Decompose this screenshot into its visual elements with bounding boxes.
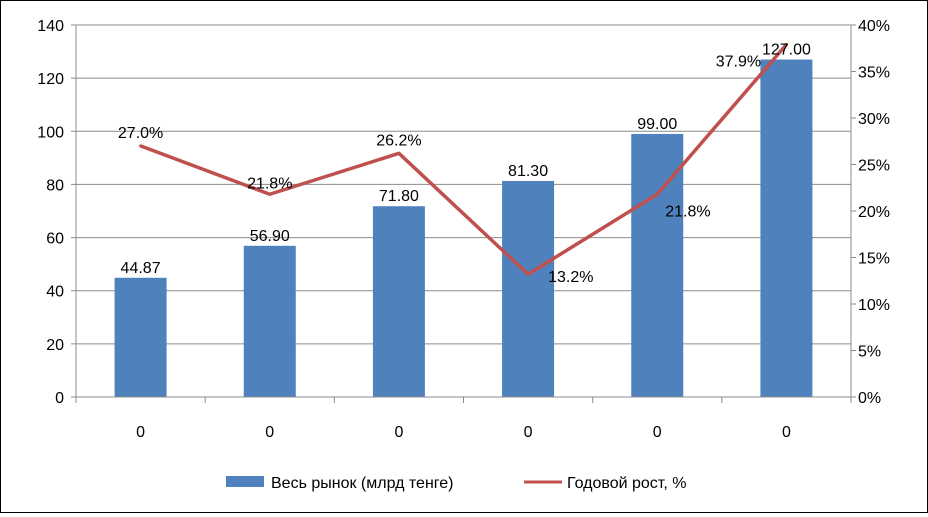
left-axis-tick-label: 120 — [37, 71, 64, 88]
bar-value-label: 44.87 — [121, 260, 161, 277]
growth-point — [784, 43, 788, 47]
left-axis-tick-label: 100 — [37, 124, 64, 141]
right-axis-tick-label: 5% — [858, 344, 881, 361]
right-axis-tick-label: 30% — [858, 111, 890, 128]
bar-value-label: 56.90 — [250, 228, 290, 245]
x-axis-tick-label: 0 — [136, 424, 145, 441]
growth-point — [526, 272, 530, 276]
bar — [502, 180, 555, 397]
bar-value-label: 81.30 — [508, 163, 548, 180]
x-axis-tick-label: 0 — [782, 424, 791, 441]
line-series — [139, 43, 788, 276]
bar-value-label: 71.80 — [379, 188, 419, 205]
x-axis-tick-label: 0 — [653, 424, 662, 441]
bar — [114, 277, 167, 397]
gridlines — [76, 24, 851, 345]
right-axis-tick-label: 35% — [858, 65, 890, 82]
growth-value-label: 37.9% — [716, 54, 761, 71]
left-axis-tick-label: 80 — [46, 177, 64, 194]
right-axis-tick-label: 0% — [858, 390, 881, 407]
right-axis-tick-label: 20% — [858, 204, 890, 221]
growth-value-label: 13.2% — [548, 269, 593, 286]
left-axis-tick-label: 20 — [46, 337, 64, 354]
bar-series — [114, 59, 813, 398]
x-axis-tick-label: 0 — [524, 424, 533, 441]
growth-value-label: 21.8% — [247, 175, 292, 192]
legend-label-line: Годовой рост, % — [567, 475, 686, 492]
legend-label-bar: Весь рынок (млрд тенге) — [271, 475, 454, 492]
growth-value-label: 21.8% — [665, 203, 710, 220]
bar-value-label: 127.00 — [762, 42, 811, 59]
right-axis-tick-label: 10% — [858, 297, 890, 314]
bar — [372, 206, 425, 397]
growth-point — [397, 151, 401, 155]
right-axis-tick-label: 15% — [858, 251, 890, 268]
legend: Весь рынок (млрд тенге) Годовой рост, % — [226, 475, 686, 492]
x-axis-ticks: 0 0 0 0 0 0 — [136, 424, 791, 441]
bar — [243, 245, 296, 397]
growth-point — [655, 192, 659, 196]
bar — [760, 59, 813, 398]
data-labels: 44.87 56.90 71.80 81.30 99.00 127.00 27.0% 21.8… — [118, 42, 811, 287]
growth-line — [139, 43, 788, 276]
right-axis-ticks: 0% 5% 10% 15% 20% 25% 30% 35% 40% — [858, 18, 890, 407]
left-axis-tick-label: 140 — [37, 18, 64, 35]
axes — [71, 24, 856, 403]
growth-point — [139, 144, 143, 148]
left-axis-tick-label: 40 — [46, 284, 64, 301]
x-axis-tick-label: 0 — [394, 424, 403, 441]
right-axis-tick-label: 40% — [858, 18, 890, 35]
growth-value-label: 26.2% — [376, 132, 421, 149]
legend-swatch-bar — [226, 476, 264, 487]
left-axis-ticks: 0 20 40 60 80 100 120 140 — [37, 18, 64, 407]
left-axis-tick-label: 60 — [46, 231, 64, 248]
growth-point — [268, 192, 272, 196]
x-axis-tick-label: 0 — [265, 424, 274, 441]
right-axis-tick-label: 25% — [858, 158, 890, 175]
bar — [631, 133, 684, 397]
bar-value-label: 99.00 — [637, 116, 677, 133]
growth-value-label: 27.0% — [118, 125, 163, 142]
left-axis-tick-label: 0 — [55, 390, 64, 407]
